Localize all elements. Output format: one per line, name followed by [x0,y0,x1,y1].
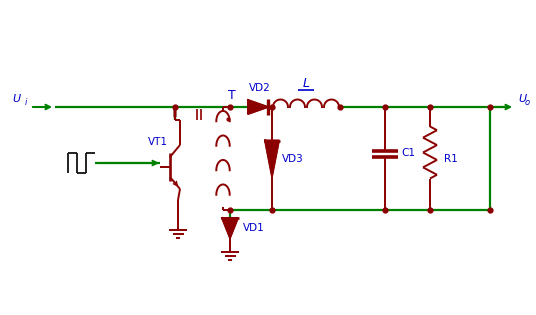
Text: C1: C1 [401,148,415,158]
Text: VT1: VT1 [148,137,168,147]
Text: o: o [525,98,530,107]
Text: L: L [302,77,309,90]
Text: T: T [228,89,236,102]
Text: U: U [518,94,526,104]
Polygon shape [265,140,279,176]
Text: i: i [25,98,27,107]
Text: R1: R1 [444,153,458,163]
Text: VD3: VD3 [282,153,304,163]
Text: VD1: VD1 [243,223,265,233]
Polygon shape [248,100,268,114]
Text: U: U [12,94,20,104]
Text: VD2: VD2 [249,83,271,93]
Polygon shape [222,218,238,238]
